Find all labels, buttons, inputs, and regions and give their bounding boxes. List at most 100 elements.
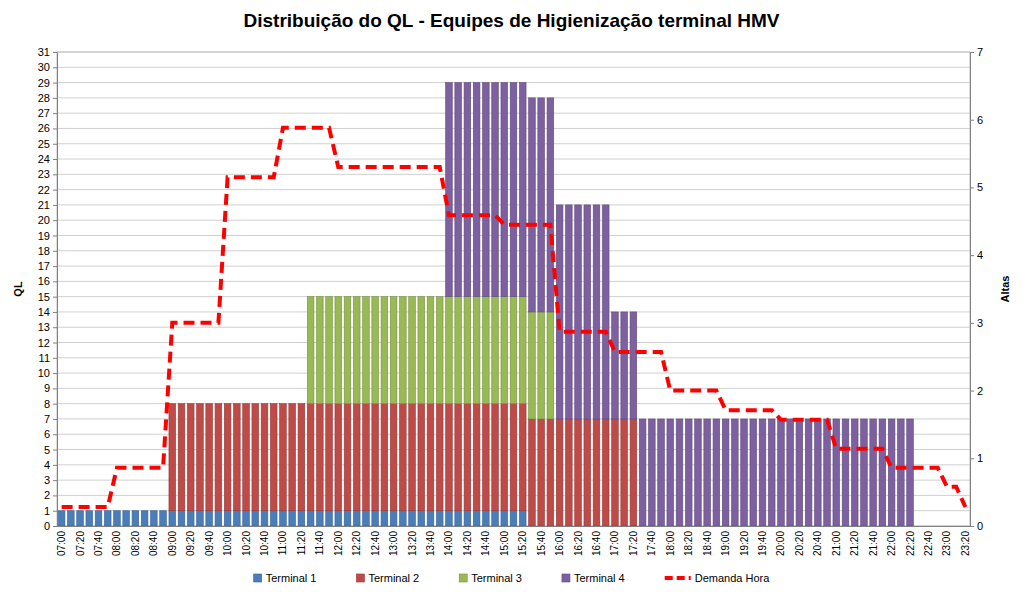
tick-label: 31: [38, 46, 50, 58]
tick: 19:00: [720, 531, 731, 556]
tick-label: 20:40: [812, 531, 823, 556]
tick: 15:20: [517, 531, 528, 556]
tick-label: 18:00: [665, 531, 676, 556]
tick: 21: [38, 199, 57, 211]
tick-label: 20:00: [775, 531, 786, 556]
tick-label: 25: [38, 138, 50, 150]
bar: [114, 511, 121, 526]
tick-label: 16:40: [591, 531, 602, 556]
tick: 2: [44, 489, 57, 501]
tick-label: 19:00: [720, 531, 731, 556]
tick: 20:40: [812, 531, 823, 556]
tick: 16: [38, 275, 57, 287]
bar: [556, 419, 563, 526]
bar: [390, 511, 397, 526]
tick: 18: [38, 245, 57, 257]
tick: 22:20: [905, 531, 916, 556]
bar: [187, 511, 194, 526]
bar: [575, 205, 582, 419]
tick: 18:00: [665, 531, 676, 556]
bar: [519, 511, 526, 526]
tick-mark: [53, 266, 57, 267]
bar: [215, 511, 222, 526]
bar: [381, 297, 388, 404]
bar: [270, 404, 277, 511]
bar: [363, 297, 370, 404]
tick-label: 08:20: [130, 531, 141, 556]
tick: 13:00: [388, 531, 399, 556]
bar: [317, 297, 324, 404]
bar: [344, 297, 351, 404]
tick: 8: [44, 398, 57, 410]
bar: [169, 511, 176, 526]
tick: 07:00: [56, 531, 67, 556]
bar: [381, 511, 388, 526]
tick: 13: [38, 321, 57, 333]
tick: 20:00: [775, 531, 786, 556]
bar: [280, 404, 287, 511]
tick-label: 1: [977, 452, 983, 464]
bar: [464, 297, 471, 404]
tick: 13:40: [425, 531, 436, 556]
tick-label: 21: [38, 199, 50, 211]
tick-label: 18:40: [702, 531, 713, 556]
tick-label: 15:00: [499, 531, 510, 556]
tick-label: 15:40: [536, 531, 547, 556]
tick-mark: [970, 391, 974, 392]
bar: [317, 511, 324, 526]
tick-mark: [53, 480, 57, 481]
tick: 3: [44, 474, 57, 486]
y2-axis: 01234567: [970, 46, 983, 532]
tick: 21:40: [868, 531, 879, 556]
tick-mark: [53, 312, 57, 313]
bar: [261, 511, 268, 526]
tick-label: 15: [38, 291, 50, 303]
tick: 17:20: [628, 531, 639, 556]
tick-label: 16:20: [573, 531, 584, 556]
bar: [492, 83, 499, 297]
tick: 08:20: [130, 531, 141, 556]
bar: [464, 511, 471, 526]
tick-mark: [970, 187, 974, 188]
bar: [344, 404, 351, 511]
tick-mark: [970, 255, 974, 256]
bar: [234, 404, 241, 511]
tick: 09:20: [185, 531, 196, 556]
tick-label: 10:20: [241, 531, 252, 556]
tick: 4: [44, 459, 57, 471]
tick-label: 30: [38, 61, 50, 73]
tick: 5: [970, 181, 983, 193]
tick: 16:40: [591, 531, 602, 556]
legend-swatch: [356, 574, 364, 582]
tick: 6: [970, 114, 983, 126]
tick-label: 0: [977, 520, 983, 532]
tick: 22:40: [923, 531, 934, 556]
tick-label: 19:20: [739, 531, 750, 556]
tick-mark: [53, 67, 57, 68]
bar: [483, 83, 490, 297]
tick: 09:00: [167, 531, 178, 556]
tick-label: 5: [977, 181, 983, 193]
bar: [289, 511, 296, 526]
tick: 1: [970, 452, 983, 464]
bar: [492, 511, 499, 526]
tick: 18:20: [683, 531, 694, 556]
bar: [695, 419, 702, 526]
bar: [446, 511, 453, 526]
tick: 2: [970, 385, 983, 397]
bar: [427, 297, 434, 404]
bar: [234, 511, 241, 526]
tick: 7: [44, 413, 57, 425]
bar: [427, 404, 434, 511]
tick: 21:20: [849, 531, 860, 556]
bar: [372, 404, 379, 511]
tick-label: 11:20: [296, 531, 307, 556]
tick: 21:00: [831, 531, 842, 556]
tick-mark: [970, 526, 974, 527]
tick: 19: [38, 230, 57, 242]
tick-label: 8: [44, 398, 50, 410]
bar: [178, 404, 185, 511]
tick-mark: [53, 495, 57, 496]
bar: [473, 83, 480, 297]
tick-label: 4: [44, 459, 50, 471]
